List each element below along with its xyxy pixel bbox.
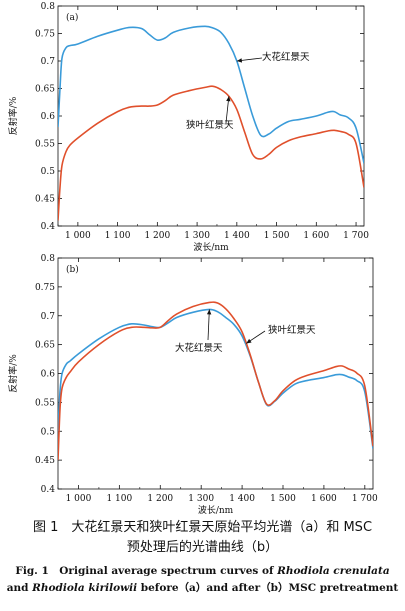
panel-label: (a) <box>66 12 78 23</box>
x-tick-label: 1 000 <box>65 231 91 241</box>
annotation-arrow-line <box>207 309 210 341</box>
y-tick-label: 0.6 <box>41 370 56 380</box>
x-tick-label: 1 200 <box>147 494 173 504</box>
annotation-arrowhead <box>226 96 231 102</box>
x-tick-label: 1 700 <box>352 494 378 504</box>
x-tick-label: 1 600 <box>303 231 329 241</box>
y-tick-label: 0.45 <box>35 195 55 205</box>
annotation-label: 狭叶红景天 <box>268 324 316 336</box>
series-line-rhodiola-crenulata <box>58 25 364 164</box>
x-tick-label: 1 300 <box>184 231 210 241</box>
x-axis-label: 波长/nm <box>193 241 229 253</box>
caption-en-line1: Fig. 1 Original average spectrum curves … <box>15 565 390 577</box>
annotation-label: 狭叶红景天 <box>186 119 234 131</box>
panel-label: (b) <box>66 264 79 275</box>
x-tick-label: 1 400 <box>224 231 250 241</box>
figure-caption-cn: 图 1 大花红景天和狭叶红景天原始平均光谱（a）和 MSC 预处理后的光谱曲线（… <box>0 518 405 558</box>
plot-frame <box>57 257 374 490</box>
annotation-arrowhead <box>206 309 212 315</box>
series-line-rhodiola-crenulata <box>58 308 373 449</box>
y-tick-label: 0.75 <box>35 30 55 40</box>
y-tick-label: 0.65 <box>35 341 55 351</box>
y-tick-label: 0.4 <box>41 222 56 232</box>
figure-caption-en: Fig. 1 Original average spectrum curves … <box>0 563 405 597</box>
y-tick-label: 0.7 <box>41 312 56 322</box>
panel-a: 1 000 1 100 1 200 1 300 1 400 1 500 1 600 1 700… <box>7 2 369 253</box>
y-tick-label: 0.5 <box>41 427 56 437</box>
y-tick-label: 0.55 <box>35 398 55 408</box>
series-line-rhodiola-kirilowii <box>58 85 364 221</box>
series-line-rhodiola-kirilowii <box>58 301 373 461</box>
annotation-label: 大花红景天 <box>175 342 223 354</box>
panel-b: 1 000 1 100 1 200 1 300 1 400 1 500 1 600 1 700… <box>7 254 378 516</box>
y-tick-label: 0.45 <box>35 456 55 466</box>
annotation-arrowhead <box>236 58 243 63</box>
x-tick-label: 1 500 <box>270 494 296 504</box>
x-tick-label: 1 600 <box>311 494 337 504</box>
y-axis-label: 反射率/% <box>7 96 19 135</box>
caption-cn-line1: 图 1 大花红景天和狭叶红景天原始平均光谱（a）和 MSC <box>32 520 373 535</box>
x-tick-label: 1 300 <box>188 494 214 504</box>
y-axis-label: 反射率/% <box>7 354 19 393</box>
caption-en-line2: and Rhodiola kirilowii before（a）and afte… <box>6 582 399 594</box>
x-tick-label: 1 100 <box>105 231 131 241</box>
x-tick-label: 1 400 <box>229 494 255 504</box>
y-tick-label: 0.8 <box>41 2 56 12</box>
y-tick-label: 0.75 <box>35 283 55 293</box>
x-tick-label: 1 200 <box>144 231 170 241</box>
caption-cn-line2: 预处理后的光谱曲线（b） <box>126 540 279 555</box>
y-tick-label: 0.7 <box>41 57 56 67</box>
y-tick-label: 0.6 <box>41 112 56 122</box>
annotation-label: 大花红景天 <box>262 51 310 63</box>
x-axis-label: 波长/nm <box>198 504 234 516</box>
x-tick-label: 1 100 <box>106 494 132 504</box>
y-tick-label: 0.5 <box>41 167 56 177</box>
annotation-arrowhead <box>246 338 252 344</box>
x-tick-label: 1 700 <box>343 231 369 241</box>
y-tick-label: 0.4 <box>41 485 56 495</box>
y-tick-label: 0.65 <box>35 85 55 95</box>
x-tick-label: 1 500 <box>264 231 290 241</box>
y-tick-label: 0.55 <box>35 140 55 150</box>
x-tick-label: 1 000 <box>66 494 92 504</box>
y-tick-label: 0.8 <box>41 254 56 264</box>
